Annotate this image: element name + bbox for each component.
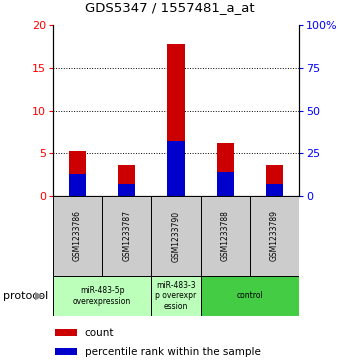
- Bar: [53, 276, 151, 316]
- Text: miR-483-3
p overexpr
ession: miR-483-3 p overexpr ession: [155, 281, 197, 311]
- Bar: [53, 196, 102, 276]
- Bar: [266, 165, 283, 196]
- Bar: [201, 276, 299, 316]
- Text: protocol: protocol: [3, 291, 49, 301]
- Bar: [167, 44, 185, 196]
- Bar: [151, 276, 201, 316]
- Bar: [151, 196, 201, 276]
- Bar: [55, 329, 78, 336]
- Text: GSM1233790: GSM1233790: [171, 211, 181, 261]
- Bar: [69, 151, 86, 196]
- Bar: [217, 172, 234, 196]
- Text: ▶: ▶: [35, 291, 43, 301]
- Bar: [118, 184, 135, 196]
- Bar: [102, 196, 151, 276]
- Text: miR-483-5p
overexpression: miR-483-5p overexpression: [73, 286, 131, 306]
- Bar: [201, 196, 250, 276]
- Text: percentile rank within the sample: percentile rank within the sample: [85, 347, 261, 357]
- Text: GSM1233786: GSM1233786: [73, 211, 82, 261]
- Text: GSM1233788: GSM1233788: [221, 211, 230, 261]
- Bar: [266, 184, 283, 196]
- Text: GSM1233787: GSM1233787: [122, 211, 131, 261]
- Bar: [118, 165, 135, 196]
- Text: GSM1233789: GSM1233789: [270, 211, 279, 261]
- Bar: [217, 143, 234, 196]
- Bar: [55, 348, 78, 355]
- Bar: [69, 174, 86, 196]
- Bar: [250, 196, 299, 276]
- Text: GDS5347 / 1557481_a_at: GDS5347 / 1557481_a_at: [85, 1, 255, 15]
- Text: control: control: [237, 291, 263, 300]
- Text: count: count: [85, 328, 114, 338]
- Bar: [167, 142, 185, 196]
